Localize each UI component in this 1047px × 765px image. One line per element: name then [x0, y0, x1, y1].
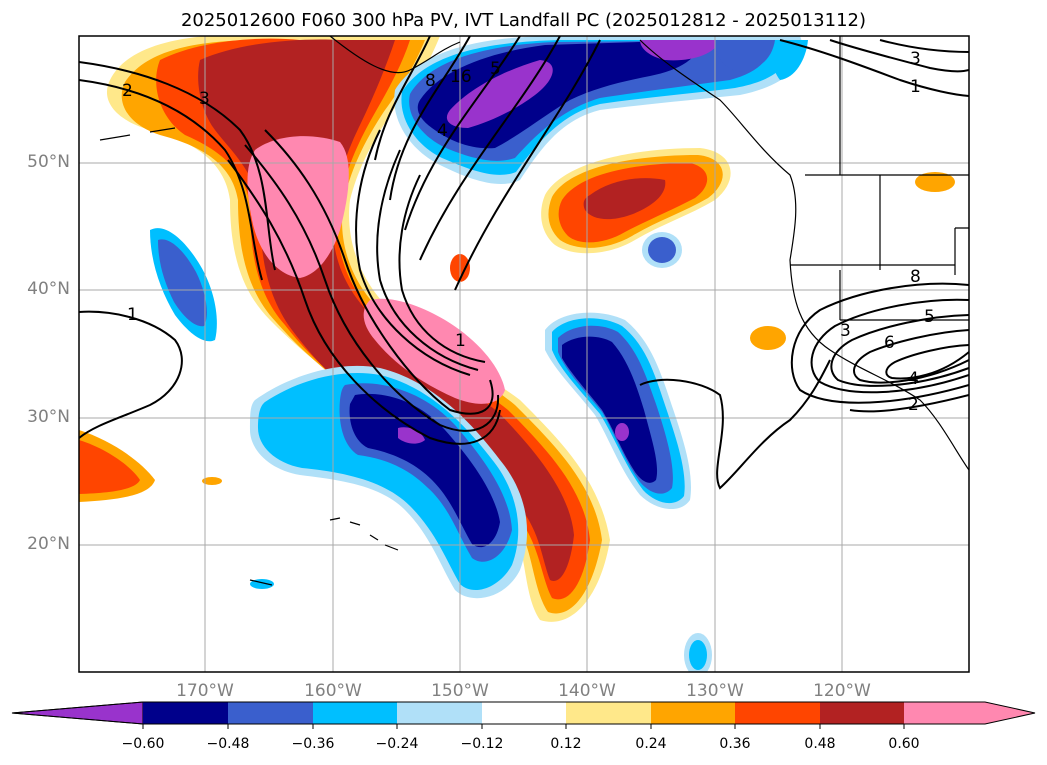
colorbar-tick-label: 0.60 [888, 736, 920, 752]
lon-label: 150°W [431, 681, 489, 701]
map-plot-area [79, 36, 969, 672]
colorbar-bin [482, 702, 566, 724]
map-frame [78, 35, 970, 673]
colorbar-tick-label: −0.12 [460, 736, 504, 752]
contour-label: 3 [910, 49, 921, 69]
contour-label: 3 [840, 321, 851, 341]
contour-label-group: 2 3 8 16 5 4 1 3 1 1 8 5 3 6 4 2 1 [122, 49, 935, 415]
contour-label: 4 [437, 121, 448, 141]
colorbar-tick-label: 0.12 [550, 736, 582, 752]
lat-label: 30°N [27, 407, 70, 427]
contour-label: 1 [127, 305, 138, 325]
colorbar-bin [143, 702, 228, 724]
contour-label: 6 [884, 333, 895, 353]
colorbar-tick-label: −0.48 [206, 736, 250, 752]
map-title: 2025012600 F060 300 hPa PV, IVT Landfall… [180, 10, 867, 31]
contour-label: 16 [450, 67, 472, 87]
lon-label: 120°W [813, 681, 871, 701]
lon-label: 140°W [558, 681, 616, 701]
colorbar-bin [820, 702, 904, 724]
colorbar-extend-right [904, 702, 1035, 724]
colorbar-extend-left [11, 701, 144, 725]
colorbar-tick-label: −0.24 [375, 736, 419, 752]
contour-label: 1 [910, 77, 921, 97]
lon-label: 170°W [176, 681, 234, 701]
contour-label: 3 [199, 89, 210, 109]
lon-label: 130°W [686, 681, 744, 701]
contour-label: 2 [908, 395, 919, 415]
colorbar-bin [228, 702, 313, 724]
colorbar-tick-label: −0.36 [291, 736, 335, 752]
lat-label: 20°N [27, 534, 70, 554]
contour-label: 2 [122, 81, 133, 101]
colorbar [11, 701, 1036, 729]
ivt-contours [79, 36, 969, 490]
lat-label: 40°N [27, 279, 70, 299]
colorbar-bin [735, 702, 820, 724]
lat-label: 50°N [27, 152, 70, 172]
colorbar-tick-label: 0.36 [719, 736, 751, 752]
contour-label: 5 [490, 59, 501, 79]
colorbar-bin [566, 702, 651, 724]
contour-label: 8 [425, 71, 436, 91]
strong-positive-core-west [247, 136, 349, 278]
coastlines [99, 36, 969, 586]
contour-label: 8 [910, 267, 921, 287]
contour-label: 1 [455, 331, 466, 351]
colorbar-bin [397, 702, 482, 724]
colorbar-bin [313, 702, 397, 724]
lon-label: 160°W [304, 681, 362, 701]
colorbar-tick-label: 0.48 [804, 736, 836, 752]
colorbar-tick-label: 0.24 [635, 736, 667, 752]
contour-label: 5 [924, 307, 935, 327]
colorbar-tick-label: −0.60 [121, 736, 165, 752]
colorbar-bin [651, 702, 735, 724]
contour-label: 4 [908, 369, 919, 389]
